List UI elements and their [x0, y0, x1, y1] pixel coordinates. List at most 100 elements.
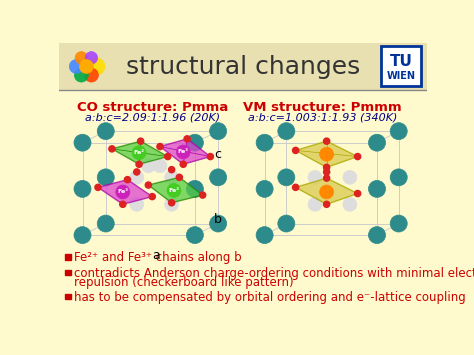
Circle shape: [308, 197, 322, 211]
Circle shape: [120, 201, 126, 207]
Circle shape: [390, 169, 407, 186]
Circle shape: [186, 180, 203, 197]
Text: VM structure: Pmmm: VM structure: Pmmm: [244, 101, 402, 114]
Circle shape: [210, 169, 227, 186]
Circle shape: [130, 170, 144, 184]
Text: Fe²: Fe²: [168, 188, 180, 193]
Circle shape: [324, 201, 330, 207]
Circle shape: [368, 134, 385, 151]
Bar: [65, 294, 71, 299]
Circle shape: [95, 184, 101, 190]
Bar: [381, 46, 421, 86]
Circle shape: [278, 215, 295, 232]
Text: structural changes: structural changes: [126, 55, 360, 79]
Text: b: b: [214, 213, 222, 226]
Circle shape: [88, 58, 105, 75]
Circle shape: [149, 193, 155, 200]
Polygon shape: [296, 141, 357, 167]
Text: TU: TU: [390, 54, 412, 69]
Circle shape: [130, 197, 144, 211]
Circle shape: [256, 180, 273, 197]
Circle shape: [207, 153, 213, 160]
Text: contradicts Anderson charge-ordering conditions with minimal electrostatic: contradicts Anderson charge-ordering con…: [74, 267, 474, 280]
Circle shape: [164, 197, 179, 211]
Circle shape: [176, 145, 190, 159]
Text: a:b:c=2.09:1:1.96 (20K): a:b:c=2.09:1:1.96 (20K): [85, 113, 220, 123]
Text: a:b:c=1.003:1:1.93 (340K): a:b:c=1.003:1:1.93 (340K): [248, 113, 397, 123]
Circle shape: [134, 169, 140, 175]
Circle shape: [176, 174, 182, 180]
Text: a: a: [152, 249, 160, 262]
Circle shape: [324, 138, 330, 144]
Circle shape: [109, 146, 115, 152]
Circle shape: [74, 68, 88, 82]
Circle shape: [137, 138, 144, 144]
Circle shape: [324, 175, 330, 181]
Circle shape: [355, 190, 361, 197]
Circle shape: [200, 192, 206, 198]
Text: has to be compensated by orbital ordering and e⁻-lattice coupling: has to be compensated by orbital orderin…: [74, 291, 466, 304]
Circle shape: [132, 146, 146, 160]
Circle shape: [186, 226, 203, 244]
Circle shape: [124, 176, 130, 183]
Circle shape: [145, 182, 152, 188]
Circle shape: [97, 169, 114, 186]
Circle shape: [164, 170, 179, 184]
Circle shape: [164, 153, 171, 160]
Bar: [65, 270, 71, 275]
Circle shape: [74, 226, 91, 244]
Circle shape: [324, 164, 330, 170]
Circle shape: [292, 184, 299, 190]
Circle shape: [84, 68, 99, 82]
Circle shape: [319, 185, 334, 199]
Circle shape: [169, 166, 175, 173]
Circle shape: [319, 147, 334, 161]
Circle shape: [116, 185, 130, 199]
Polygon shape: [160, 139, 210, 164]
Polygon shape: [296, 178, 357, 204]
Circle shape: [343, 197, 357, 211]
Circle shape: [136, 161, 142, 167]
Bar: [59, 43, 427, 90]
Text: WIEN: WIEN: [386, 71, 416, 82]
Circle shape: [85, 51, 98, 64]
Circle shape: [75, 51, 88, 64]
Circle shape: [157, 143, 163, 149]
Text: CO structure: Pmma: CO structure: Pmma: [77, 101, 228, 114]
Circle shape: [186, 134, 203, 151]
Circle shape: [210, 123, 227, 140]
Polygon shape: [98, 180, 152, 204]
Circle shape: [368, 226, 385, 244]
Circle shape: [184, 136, 190, 142]
Text: Fe²: Fe²: [134, 150, 145, 155]
Text: repulsion (checkerboard like pattern): repulsion (checkerboard like pattern): [74, 276, 293, 289]
Circle shape: [169, 200, 175, 206]
Bar: [65, 254, 71, 260]
Circle shape: [308, 170, 322, 184]
Circle shape: [167, 184, 181, 197]
Polygon shape: [148, 178, 202, 203]
Circle shape: [278, 169, 295, 186]
Circle shape: [343, 170, 357, 184]
Text: Fe³: Fe³: [178, 149, 189, 154]
Circle shape: [256, 134, 273, 151]
Text: Fe²⁺ and Fe³⁺ chains along b: Fe²⁺ and Fe³⁺ chains along b: [74, 251, 242, 264]
Circle shape: [97, 215, 114, 232]
Circle shape: [97, 123, 114, 140]
Circle shape: [180, 161, 186, 167]
Circle shape: [390, 123, 407, 140]
Circle shape: [74, 180, 91, 197]
Circle shape: [278, 123, 295, 140]
Circle shape: [69, 60, 83, 73]
Circle shape: [355, 153, 361, 160]
Circle shape: [256, 226, 273, 244]
Circle shape: [210, 215, 227, 232]
Circle shape: [390, 215, 407, 232]
Circle shape: [368, 180, 385, 197]
Circle shape: [141, 159, 155, 173]
Circle shape: [80, 60, 93, 73]
Circle shape: [153, 159, 167, 173]
Text: c: c: [214, 148, 221, 161]
Text: Fe³: Fe³: [117, 190, 128, 195]
Circle shape: [74, 134, 91, 151]
